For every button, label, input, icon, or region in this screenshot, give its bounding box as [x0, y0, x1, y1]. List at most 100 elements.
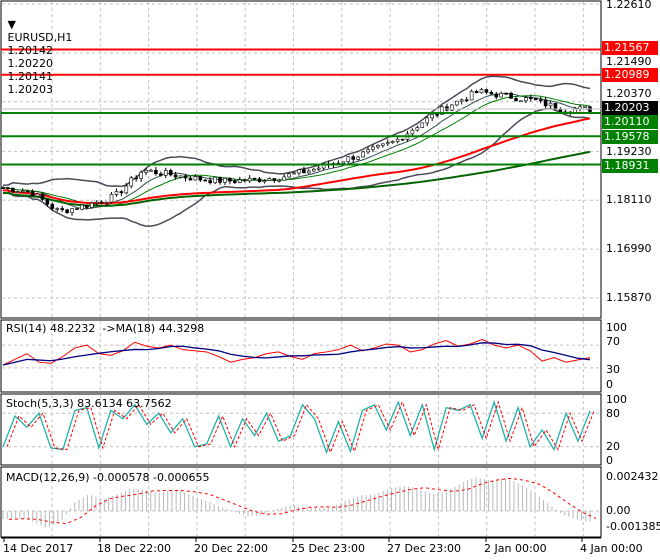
open-price: 1.20142	[7, 44, 54, 57]
candle	[277, 179, 282, 182]
candle	[435, 114, 439, 116]
candle	[371, 146, 375, 150]
candle	[489, 92, 494, 95]
price-tick: 1.19230	[606, 145, 652, 158]
price-tick: 1.22610	[606, 0, 652, 11]
time-tick: 4 Jan 00:00	[580, 542, 643, 555]
candle	[479, 89, 484, 94]
candle	[218, 176, 222, 183]
rsi-tick: 0	[606, 378, 613, 391]
candle	[474, 91, 479, 94]
candle	[193, 176, 198, 181]
time-tick: 20 Dec 22:00	[194, 542, 268, 555]
support-level-label: 1.19578	[602, 130, 658, 144]
candle	[168, 170, 173, 176]
candle	[311, 168, 316, 172]
candle	[262, 180, 267, 183]
candle	[55, 208, 60, 210]
candle	[15, 191, 20, 194]
candle	[223, 177, 227, 183]
candle	[99, 201, 104, 204]
macd-tick: 0.002432	[606, 470, 659, 483]
candle	[237, 179, 242, 183]
candle	[198, 176, 203, 181]
current-price-label: 1.20203	[602, 101, 658, 115]
resistance-level-label: 1.21567	[602, 41, 658, 55]
chart-header: ▼ EURUSD,H1 1.20142 1.20220 1.20141 1.20…	[4, 5, 73, 96]
high-price: 1.20220	[7, 57, 54, 70]
time-tick: 14 Dec 2017	[3, 542, 74, 555]
candle	[203, 179, 208, 182]
stoch-tick: 100	[606, 393, 627, 406]
candle	[163, 170, 168, 176]
candle	[60, 208, 64, 211]
rsi-label: RSI(14) 48.2232 ->MA(18) 44.3298	[6, 322, 205, 335]
candle	[533, 98, 538, 101]
candle	[455, 100, 459, 106]
candle	[173, 174, 178, 178]
candle	[430, 114, 434, 119]
candle	[558, 109, 563, 113]
time-tick: 2 Jan 00:00	[484, 542, 547, 555]
candle	[415, 127, 420, 131]
candle	[499, 92, 504, 98]
rsi-tick: 100	[606, 321, 627, 334]
candle	[282, 176, 286, 181]
candle	[144, 170, 148, 173]
panel-frame	[0, 393, 602, 466]
stoch-tick: 0	[606, 454, 613, 467]
close-price: 1.20203	[7, 83, 54, 96]
candle	[89, 202, 94, 208]
candle	[104, 201, 109, 204]
candle	[381, 143, 385, 146]
candle	[11, 187, 15, 193]
candle	[129, 177, 134, 187]
price-tick: 1.16990	[606, 242, 652, 255]
candle	[440, 106, 444, 115]
dropdown-arrow-icon[interactable]: ▼	[7, 18, 16, 31]
candle	[124, 185, 129, 194]
macd-tick: 0.00	[606, 504, 631, 517]
candle	[509, 92, 513, 99]
candle	[356, 156, 360, 160]
candle	[425, 117, 430, 124]
candle	[119, 191, 124, 194]
candle	[159, 173, 163, 176]
candle	[94, 201, 99, 204]
candle	[346, 156, 351, 163]
time-tick: 25 Dec 23:00	[291, 542, 365, 555]
candle	[183, 175, 188, 179]
candle	[351, 156, 356, 160]
candle	[366, 149, 370, 153]
candle	[420, 122, 425, 128]
time-tick: 27 Dec 23:00	[387, 542, 461, 555]
rsi-line	[2, 338, 591, 366]
candle	[514, 98, 518, 102]
bollinger-upper	[2, 75, 591, 188]
candle	[543, 99, 548, 107]
candle	[213, 176, 217, 184]
candle	[302, 169, 306, 174]
candle	[114, 191, 119, 195]
candle	[70, 208, 74, 213]
candle	[25, 190, 30, 193]
panel-frame	[0, 0, 602, 319]
candle	[287, 173, 291, 178]
candle	[400, 138, 405, 141]
candle	[464, 99, 469, 102]
rsi-tick: 70	[606, 335, 620, 348]
candle	[469, 91, 474, 101]
price-tick: 1.20370	[606, 87, 652, 100]
candle	[85, 204, 89, 208]
ma-red	[2, 117, 591, 205]
stoch-tick: 80	[606, 407, 620, 420]
support-level-label: 1.20110	[602, 115, 658, 129]
candle	[45, 199, 50, 205]
candle	[553, 102, 558, 110]
candle	[139, 171, 143, 179]
resistance-level-label: 1.20989	[602, 68, 658, 82]
candle	[395, 138, 400, 142]
time-tick: 18 Dec 22:00	[97, 542, 171, 555]
